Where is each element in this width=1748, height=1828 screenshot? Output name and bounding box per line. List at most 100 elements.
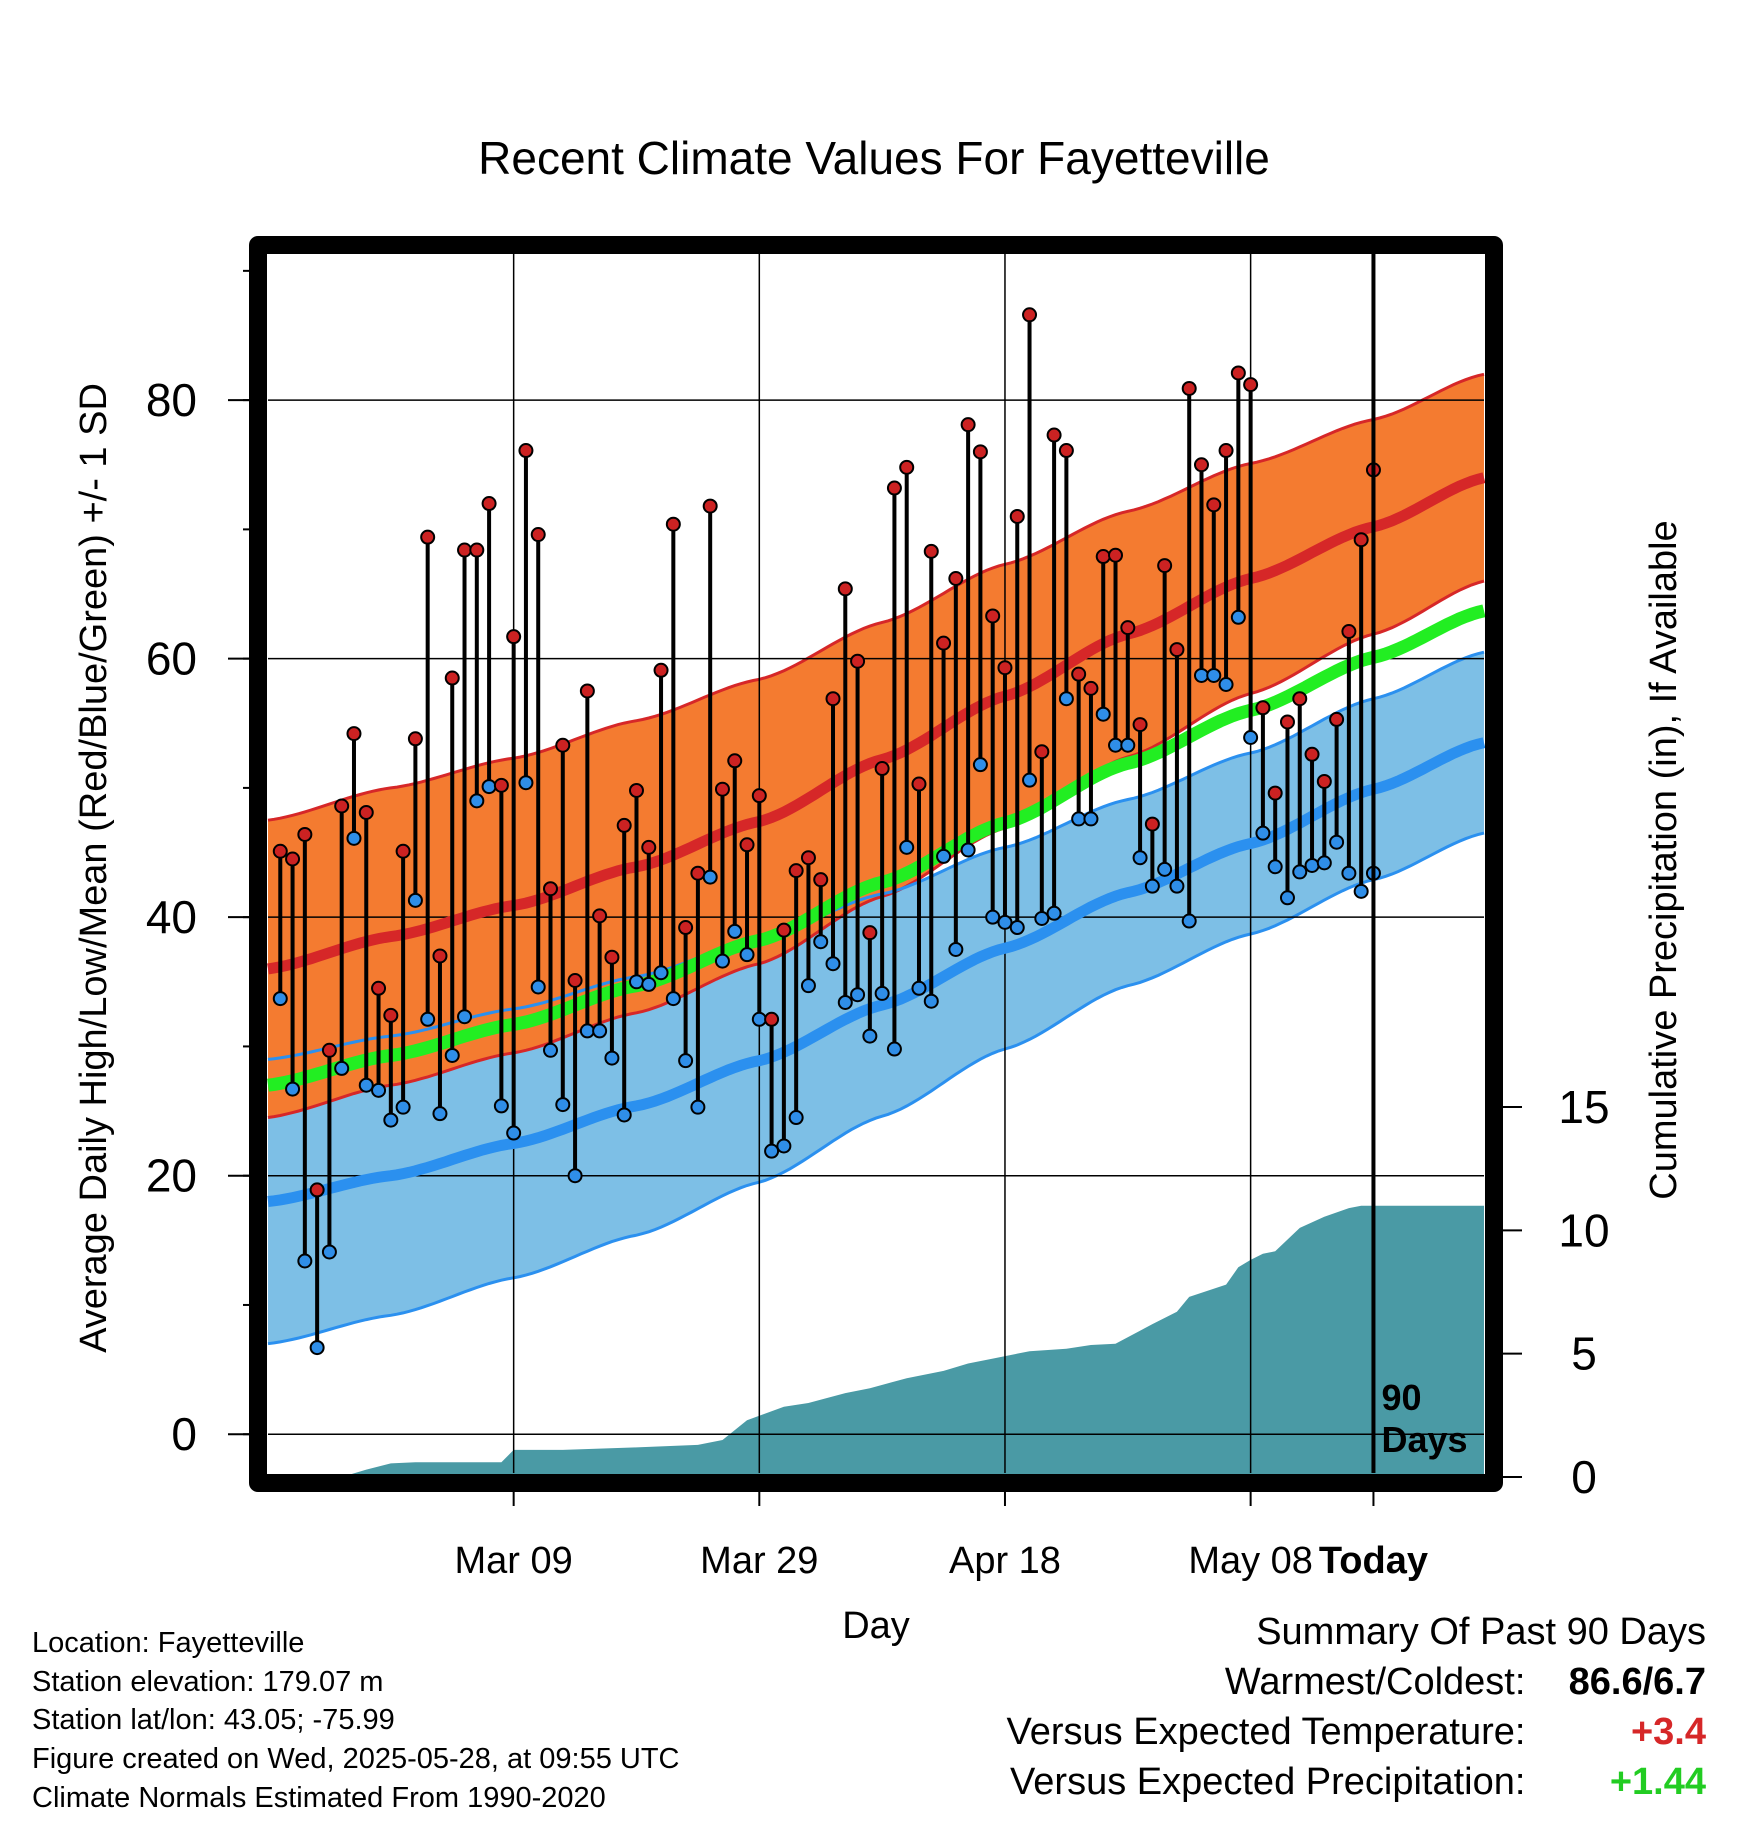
observed-high-point	[579, 683, 595, 699]
observed-high-point	[1193, 457, 1209, 473]
observed-low-point	[641, 976, 657, 992]
observed-high-point	[985, 608, 1001, 624]
normal-high-line	[267, 472, 1486, 975]
observed-high-point	[911, 776, 927, 792]
today-marker-label: Days	[1381, 1419, 1467, 1460]
observed-low-point	[604, 1050, 620, 1066]
observed-low-point	[751, 1011, 767, 1027]
observed-high-point	[1267, 785, 1283, 801]
observed-high-point	[813, 872, 829, 888]
summary-heading: Summary Of Past 90 Days	[1256, 1611, 1706, 1653]
observed-low-point	[493, 1098, 509, 1114]
summary-temp-label: Versus Expected Temperature:	[1006, 1711, 1526, 1753]
observed-low-point	[383, 1112, 399, 1128]
observed-high-point	[727, 753, 743, 769]
observed-low-point	[1058, 691, 1074, 707]
observed-high-point	[506, 629, 522, 645]
observed-high-point	[616, 817, 632, 833]
observed-low-point	[579, 1023, 595, 1039]
observed-high-point	[518, 443, 534, 459]
observed-high-point	[1120, 620, 1136, 636]
observed-high-point	[334, 798, 350, 814]
x-axis-label: Day	[842, 1605, 910, 1647]
observed-high-point	[1108, 547, 1124, 563]
observed-low-point	[813, 934, 829, 950]
observed-high-point	[776, 922, 792, 938]
observed-low-point	[1108, 737, 1124, 753]
observed-low-point	[457, 1009, 473, 1025]
y2-tick-label: 10	[1558, 1204, 1609, 1256]
observed-low-point	[285, 1081, 301, 1097]
y2-tick-label: 0	[1571, 1451, 1597, 1503]
observed-low-point	[874, 985, 890, 1001]
chart-title: Recent Climate Values For Fayetteville	[478, 132, 1270, 184]
observed-high-point	[481, 496, 497, 512]
observed-low-point	[825, 956, 841, 972]
observed-low-point	[1292, 864, 1308, 880]
observed-low-point	[923, 993, 939, 1009]
observed-high-point	[555, 737, 571, 753]
observed-high-point	[997, 660, 1013, 676]
observed-high-point	[1169, 642, 1185, 658]
normal-low-line	[267, 737, 1486, 1207]
observed-high-point	[469, 542, 485, 558]
precipitation-cumulative-area	[268, 1205, 1484, 1477]
summary-warm-cold-value: 86.6/6.7	[1568, 1661, 1706, 1703]
observed-low-point	[1144, 878, 1160, 894]
observed-high-point	[800, 850, 816, 866]
y2-tick-label: 15	[1558, 1081, 1609, 1133]
normal-mean-lines	[267, 472, 1486, 1207]
observed-high-point	[1243, 377, 1259, 393]
y-tick-label: 60	[146, 633, 197, 685]
observed-high-point	[862, 925, 878, 941]
observed-low-point	[1120, 737, 1136, 753]
observed-high-point	[1144, 816, 1160, 832]
observed-low-point	[1169, 878, 1185, 894]
observed-low-point	[628, 974, 644, 990]
observed-high-point	[383, 1007, 399, 1023]
observed-high-point	[972, 444, 988, 460]
observed-high-point	[1034, 744, 1050, 760]
observed-low-point	[985, 909, 1001, 925]
observed-high-point	[371, 980, 387, 996]
x-tick-label: Mar 09	[455, 1540, 573, 1582]
x-tick-label: Today	[1319, 1540, 1428, 1582]
observed-high-point	[1329, 711, 1345, 727]
observed-low-point	[850, 987, 866, 1003]
summary-precip-label: Versus Expected Precipitation:	[1010, 1761, 1526, 1803]
observed-high-point	[825, 691, 841, 707]
footer-created: Figure created on Wed, 2025-05-28, at 09…	[32, 1743, 680, 1775]
high-band-lower-edge	[267, 579, 1485, 1119]
observed-low-point	[776, 1138, 792, 1154]
observed-low-point	[432, 1106, 448, 1122]
observed-low-point	[543, 1042, 559, 1058]
observed-low-point	[739, 947, 755, 963]
today-marker-label: 90	[1381, 1377, 1421, 1418]
observed-high-point	[1022, 307, 1038, 323]
observed-low-point	[1279, 890, 1295, 906]
observed-low-point	[1022, 772, 1038, 788]
observed-high-point	[1353, 532, 1369, 548]
observed-low-point	[972, 757, 988, 773]
observed-high-point	[1279, 714, 1295, 730]
observed-high-point	[358, 804, 374, 820]
observed-high-point	[297, 826, 313, 842]
observed-low-point	[506, 1125, 522, 1141]
observed-high-point	[346, 726, 362, 742]
observed-high-point	[457, 542, 473, 558]
observed-low-point	[555, 1097, 571, 1113]
y-tick-label: 40	[146, 891, 197, 943]
observed-low-point	[358, 1077, 374, 1093]
observed-low-point	[395, 1099, 411, 1115]
observed-high-point	[1009, 508, 1025, 524]
observed-high-point	[1058, 443, 1074, 459]
observed-low-point	[1341, 865, 1357, 881]
observed-high-point	[886, 480, 902, 496]
observed-high-point	[1304, 746, 1320, 762]
observed-low-point	[1071, 811, 1087, 827]
y-tick-label: 20	[146, 1150, 197, 1202]
observed-high-point	[653, 662, 669, 678]
observed-high-point	[1046, 427, 1062, 443]
observed-low-point	[1193, 667, 1209, 683]
